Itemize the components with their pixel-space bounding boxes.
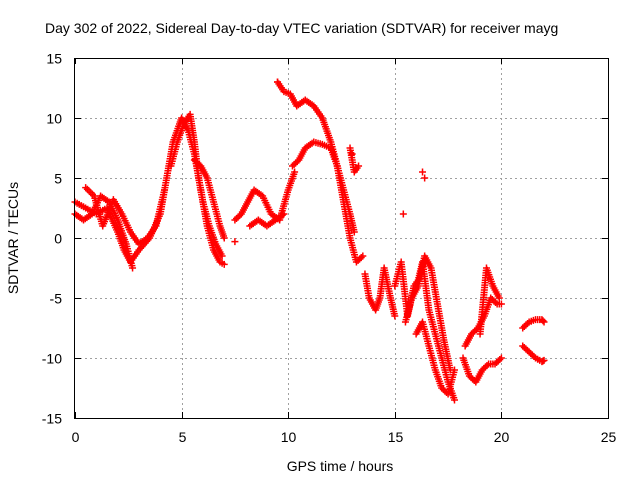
y-tick-label: -5 (50, 291, 63, 307)
x-tick-label: 5 (179, 429, 187, 445)
x-tick-label: 20 (494, 429, 510, 445)
data-point (220, 260, 228, 268)
data-point (274, 78, 282, 86)
x-tick-label: 15 (388, 429, 404, 445)
x-tick-labels: 0 5 10 15 20 25 (72, 429, 617, 445)
axis-ticks (75, 58, 609, 419)
data-point (220, 234, 228, 242)
data-point (540, 356, 548, 364)
data-point (129, 264, 137, 272)
data-point (497, 300, 505, 308)
chart-title: Day 302 of 2022, Sidereal Day-to-day VTE… (45, 20, 558, 36)
x-axis-title: GPS time / hours (287, 458, 394, 474)
data-point (419, 168, 427, 176)
y-tick-label: 10 (46, 111, 62, 127)
plot-frame (74, 58, 609, 419)
data-points (71, 78, 548, 404)
grid-lines (75, 58, 608, 418)
data-point (497, 354, 505, 362)
data-point (421, 174, 429, 182)
data-point (218, 252, 226, 260)
data-point (539, 317, 547, 325)
data-point (291, 168, 299, 176)
data-point (495, 294, 503, 302)
data-point (348, 150, 356, 158)
x-tick-label: 0 (72, 429, 80, 445)
y-tick-label: -15 (42, 411, 62, 427)
data-point (399, 210, 407, 218)
y-tick-label: 5 (54, 171, 62, 187)
y-tick-label: -10 (42, 351, 62, 367)
data-point (280, 210, 288, 218)
x-tick-label: 10 (281, 429, 297, 445)
y-tick-labels: -15 -10 -5 0 5 10 15 (42, 51, 62, 427)
data-point (391, 312, 399, 320)
y-tick-label: 15 (46, 51, 62, 67)
data-point (161, 186, 169, 194)
y-axis-title: SDTVAR / TECUs (5, 182, 21, 294)
data-point (540, 318, 548, 326)
data-point (231, 238, 239, 246)
data-point (359, 252, 367, 260)
data-point (450, 396, 458, 404)
data-point (450, 366, 458, 374)
data-point (350, 228, 358, 236)
y-tick-label: 0 (54, 231, 62, 247)
data-point (355, 162, 363, 170)
x-tick-label: 25 (601, 429, 617, 445)
